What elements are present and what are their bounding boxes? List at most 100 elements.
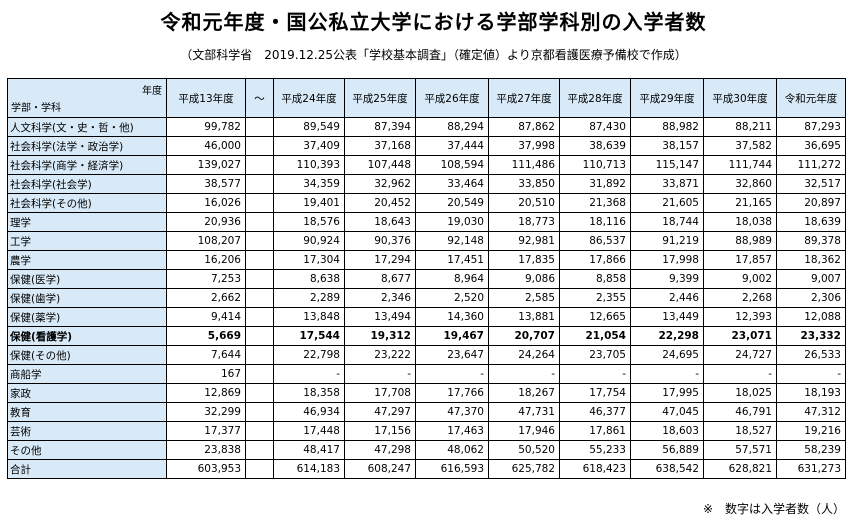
value-cell: 31,892 — [559, 174, 631, 194]
value-cell: - — [273, 364, 345, 384]
value-cell: - — [559, 364, 631, 384]
value-cell: 9,007 — [776, 269, 846, 289]
value-cell: 19,312 — [344, 326, 416, 346]
value-cell: 111,272 — [776, 155, 846, 175]
value-cell: 24,695 — [630, 345, 704, 365]
value-cell: 12,088 — [776, 307, 846, 327]
value-cell: 23,838 — [166, 440, 246, 460]
value-cell: 17,754 — [559, 383, 631, 403]
value-cell: 20,452 — [344, 193, 416, 213]
table-row: 社会科学(法学・政治学) 46,000 37,409 37,168 37,444 37,9… — [7, 136, 846, 156]
value-cell: 55,233 — [559, 440, 631, 460]
value-cell: 13,881 — [488, 307, 560, 327]
header-row: 年度 学部・学科 平成13年度 ～ 平成24年度 平成25年度 平成26年度 平… — [7, 78, 846, 118]
value-cell: 13,494 — [344, 307, 416, 327]
row-label-cell: 商船学 — [7, 364, 167, 384]
row-label-cell: 芸術 — [7, 421, 167, 441]
table-row: 芸術 17,377 17,448 17,156 17,463 17,946 17,861 18… — [7, 421, 846, 441]
value-cell: 17,448 — [273, 421, 345, 441]
value-cell: 26,533 — [776, 345, 846, 365]
value-cell: 89,549 — [273, 117, 345, 137]
table-row: 社会科学(商学・経済学) 139,027 110,393 107,448 108,594… — [7, 155, 846, 175]
row-label-cell: 保健(医学) — [7, 269, 167, 289]
row-label-cell: 工学 — [7, 231, 167, 251]
value-cell: 48,417 — [273, 440, 345, 460]
value-cell: 18,025 — [703, 383, 777, 403]
value-cell: 17,857 — [703, 250, 777, 270]
value-cell: 23,222 — [344, 345, 416, 365]
value-cell: - — [703, 364, 777, 384]
admissions-table: 年度 学部・学科 平成13年度 ～ 平成24年度 平成25年度 平成26年度 平… — [7, 78, 846, 479]
row-label-cell: 社会科学(社会学) — [7, 174, 167, 194]
value-cell: 17,708 — [344, 383, 416, 403]
value-cell: 608,247 — [344, 459, 416, 479]
value-cell: 18,362 — [776, 250, 846, 270]
corner-category-label: 学部・学科 — [11, 103, 61, 114]
value-cell: 2,289 — [273, 288, 345, 308]
value-cell: 32,962 — [344, 174, 416, 194]
row-label-cell: 保健(歯学) — [7, 288, 167, 308]
header-cell: 平成13年度 — [166, 78, 246, 118]
value-cell: 18,603 — [630, 421, 704, 441]
value-cell: - — [344, 364, 416, 384]
row-label-cell: 社会科学(商学・経済学) — [7, 155, 167, 175]
value-cell: 618,423 — [559, 459, 631, 479]
value-cell: 2,520 — [415, 288, 489, 308]
value-cell: 18,267 — [488, 383, 560, 403]
value-cell: 24,264 — [488, 345, 560, 365]
value-cell: 18,358 — [273, 383, 345, 403]
table-row: 工学 108,207 90,924 90,376 92,148 92,981 86,537 9… — [7, 231, 846, 251]
value-cell: 2,306 — [776, 288, 846, 308]
table-row: 理学 20,936 18,576 18,643 19,030 18,773 18,116 18… — [7, 212, 846, 232]
value-cell: 167 — [166, 364, 246, 384]
value-cell: 47,312 — [776, 402, 846, 422]
row-label-cell: 社会科学(その他) — [7, 193, 167, 213]
value-cell: 17,946 — [488, 421, 560, 441]
value-cell: 20,510 — [488, 193, 560, 213]
value-cell: 57,571 — [703, 440, 777, 460]
value-cell: 17,998 — [630, 250, 704, 270]
value-cell: 7,253 — [166, 269, 246, 289]
value-cell: - — [776, 364, 846, 384]
table-row: 保健(薬学) 9,414 13,848 13,494 14,360 13,881 12,66… — [7, 307, 846, 327]
value-cell: 19,030 — [415, 212, 489, 232]
header-cell: 平成30年度 — [703, 78, 777, 118]
value-cell: 38,157 — [630, 136, 704, 156]
value-cell: 18,773 — [488, 212, 560, 232]
footnote: ※ 数字は入学者数（人） — [702, 502, 845, 516]
value-cell: 22,298 — [630, 326, 704, 346]
value-cell: 32,299 — [166, 402, 246, 422]
value-cell: 34,359 — [273, 174, 345, 194]
row-label-cell: 農学 — [7, 250, 167, 270]
row-label-cell: 家政 — [7, 383, 167, 403]
value-cell: 13,449 — [630, 307, 704, 327]
row-label-cell: 教育 — [7, 402, 167, 422]
value-cell: 12,665 — [559, 307, 631, 327]
value-cell: 37,998 — [488, 136, 560, 156]
value-cell: 18,639 — [776, 212, 846, 232]
gap-header-cell: ～ — [245, 78, 274, 118]
value-cell: 87,293 — [776, 117, 846, 137]
value-cell: 603,953 — [166, 459, 246, 479]
value-cell: 2,355 — [559, 288, 631, 308]
row-label-cell: 社会科学(法学・政治学) — [7, 136, 167, 156]
value-cell: 37,168 — [344, 136, 416, 156]
page-subtitle: （文部科学省 2019.12.25公表「学校基本調査」（確定値）より京都看護医療… — [180, 48, 687, 62]
value-cell: 33,871 — [630, 174, 704, 194]
value-cell: 2,268 — [703, 288, 777, 308]
value-cell: 22,798 — [273, 345, 345, 365]
gap-cell — [245, 307, 274, 327]
value-cell: 17,835 — [488, 250, 560, 270]
value-cell: 32,860 — [703, 174, 777, 194]
value-cell: 37,582 — [703, 136, 777, 156]
value-cell: 16,026 — [166, 193, 246, 213]
value-cell: 88,982 — [630, 117, 704, 137]
header-cell: 平成26年度 — [415, 78, 489, 118]
header-cell: 平成28年度 — [559, 78, 631, 118]
value-cell: 111,744 — [703, 155, 777, 175]
value-cell: 46,791 — [703, 402, 777, 422]
value-cell: 47,370 — [415, 402, 489, 422]
row-label-cell: 保健(看護学) — [7, 326, 167, 346]
value-cell: 616,593 — [415, 459, 489, 479]
value-cell: - — [630, 364, 704, 384]
